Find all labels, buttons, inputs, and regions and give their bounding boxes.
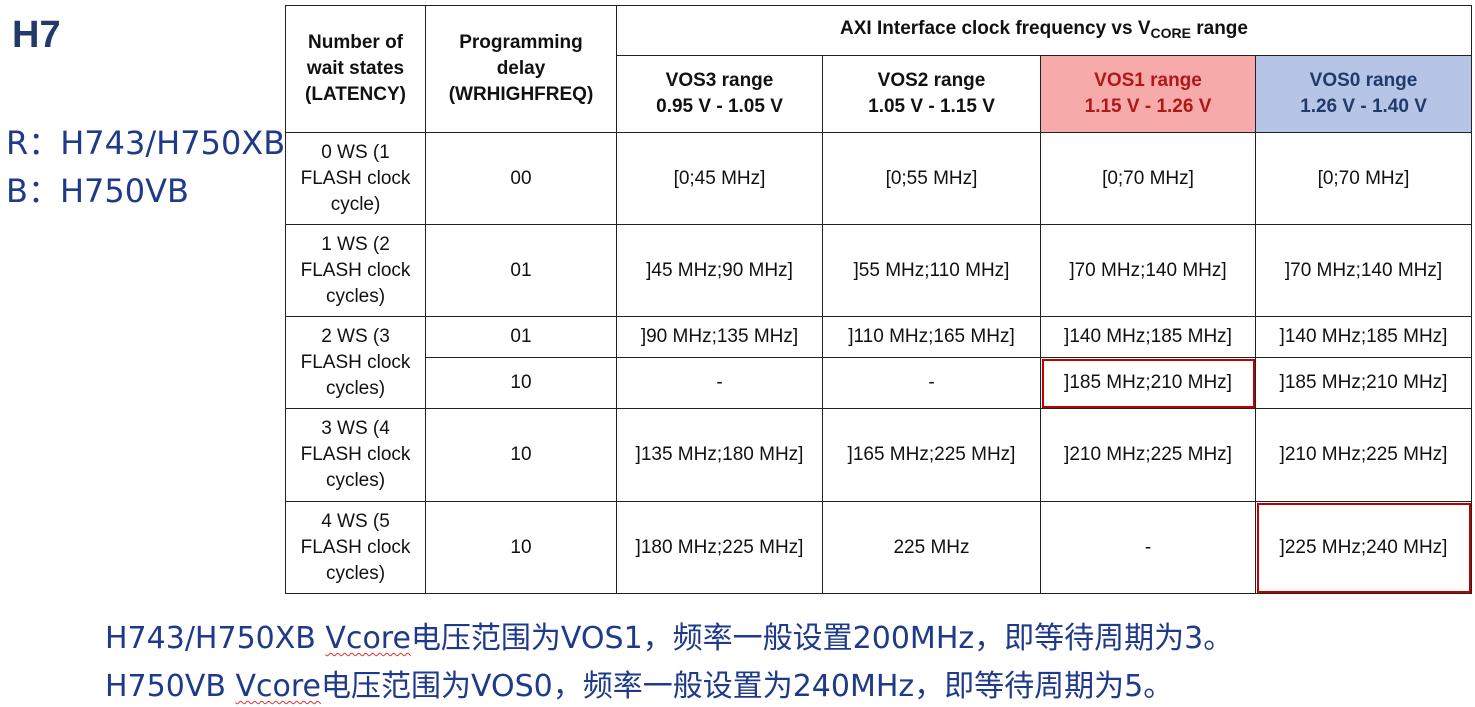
note-line-1: H743/H750XB Vcore电压范围为VOS1，频率一般设置200MHz，… bbox=[105, 621, 1234, 656]
table-row: 10 - - ]185 MHz;210 MHz] ]185 MHz;210 MH… bbox=[286, 357, 1473, 409]
delay-cell: 10 bbox=[425, 357, 617, 409]
freq-cell: ]70 MHz;140 MHz] bbox=[1040, 224, 1256, 317]
freq-cell: ]90 MHz;135 MHz] bbox=[616, 316, 823, 358]
page-title: H7 bbox=[12, 14, 61, 56]
freq-cell: ]185 MHz;210 MHz] bbox=[1254, 357, 1473, 409]
highlighted-freq-cell: ]225 MHz;240 MHz] bbox=[1254, 501, 1473, 594]
table-row: 1 WS (2 FLASH clock cycles) 01 ]45 MHz;90 … bbox=[285, 224, 1473, 317]
freq-cell: ]110 MHz;165 MHz] bbox=[822, 316, 1041, 358]
freq-cell: [0;70 MHz] bbox=[1040, 132, 1256, 225]
freq-cell: ]55 MHz;110 MHz] bbox=[822, 224, 1041, 317]
delay-cell: 10 bbox=[425, 501, 617, 594]
table-row: 0 WS (1 FLASH clock cycle) 00 [0;45 MHz] [… bbox=[285, 132, 1473, 225]
table-row: 3 WS (4 FLASH clock cycles) 10 ]135 MHz;18… bbox=[285, 408, 1473, 502]
freq-cell: ]140 MHz;185 MHz] bbox=[1040, 316, 1256, 358]
header-axi-frequency: AXI Interface clock frequency vs VCORE r… bbox=[615, 5, 1473, 56]
flash-latency-table: Number of wait states (LATENCY) Programm… bbox=[285, 5, 1473, 594]
ws-cell: 3 WS (4 FLASH clock cycles) bbox=[285, 408, 426, 502]
side-note-r: R：H743/H750XB bbox=[6, 124, 286, 162]
header-programming-delay: Programming delay (WRHIGHFREQ) bbox=[425, 5, 617, 133]
delay-cell: 01 bbox=[425, 316, 617, 358]
ws-cell: 0 WS (1 FLASH clock cycle) bbox=[285, 132, 426, 225]
freq-cell: [0;70 MHz] bbox=[1254, 132, 1473, 225]
header-vos0: VOS0 range 1.26 V - 1.40 V bbox=[1254, 55, 1473, 133]
freq-cell: ]70 MHz;140 MHz] bbox=[1254, 224, 1473, 317]
table-row: 2 WS (3 FLASH clock cycles) 01 ]90 MHz;135… bbox=[285, 316, 1473, 409]
highlighted-freq-cell: ]185 MHz;210 MHz] bbox=[1040, 357, 1256, 409]
note-line-2: H750VB Vcore电压范围为VOS0，频率一般设置为240MHz，即等待周… bbox=[105, 669, 1174, 704]
ws-cell: 4 WS (5 FLASH clock cycles) bbox=[285, 501, 426, 594]
side-note-b: B：H750VB bbox=[6, 172, 189, 210]
ws-cell: 1 WS (2 FLASH clock cycles) bbox=[285, 224, 426, 317]
freq-cell: ]45 MHz;90 MHz] bbox=[616, 224, 823, 317]
delay-cell: 00 bbox=[425, 132, 617, 225]
header-vos1: VOS1 range 1.15 V - 1.26 V bbox=[1040, 55, 1256, 133]
ws-cell: 2 WS (3 FLASH clock cycles) bbox=[285, 316, 426, 409]
freq-cell: - bbox=[1040, 501, 1256, 594]
freq-cell: ]210 MHz;225 MHz] bbox=[1254, 408, 1473, 502]
header-vos2: VOS2 range 1.05 V - 1.15 V bbox=[822, 55, 1041, 133]
freq-cell: 225 MHz bbox=[822, 501, 1041, 594]
freq-cell: ]165 MHz;225 MHz] bbox=[822, 408, 1041, 502]
freq-cell: ]135 MHz;180 MHz] bbox=[616, 408, 823, 502]
freq-cell: [0;45 MHz] bbox=[616, 132, 823, 225]
freq-cell: [0;55 MHz] bbox=[822, 132, 1041, 225]
freq-cell: - bbox=[616, 357, 823, 409]
delay-cell: 01 bbox=[425, 224, 617, 317]
header-vos3: VOS3 range 0.95 V - 1.05 V bbox=[616, 55, 823, 133]
freq-cell: ]140 MHz;185 MHz] bbox=[1254, 316, 1473, 358]
table-row: 4 WS (5 FLASH clock cycles) 10 ]180 MHz;22… bbox=[285, 501, 1473, 594]
header-wait-states: Number of wait states (LATENCY) bbox=[285, 5, 426, 133]
freq-cell: - bbox=[822, 357, 1041, 409]
freq-cell: ]210 MHz;225 MHz] bbox=[1040, 408, 1256, 502]
freq-cell: ]180 MHz;225 MHz] bbox=[616, 501, 823, 594]
delay-cell: 10 bbox=[425, 408, 617, 502]
